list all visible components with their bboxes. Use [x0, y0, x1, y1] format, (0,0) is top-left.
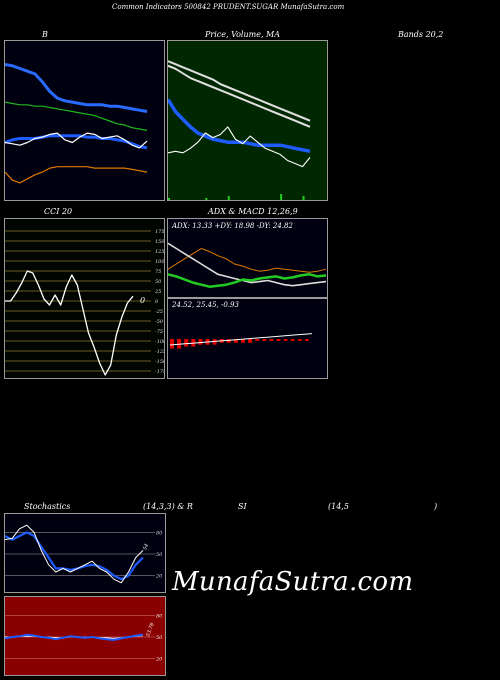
- ma-mid-line: [168, 64, 311, 128]
- macd-bar: [290, 339, 295, 341]
- bollinger-chart: [5, 63, 148, 184]
- ma-mid-inner: [168, 67, 311, 129]
- bollinger-label: B: [42, 30, 48, 39]
- volume-bar: [302, 196, 305, 200]
- bb-outer-line: [5, 101, 148, 131]
- macd-bar: [276, 339, 281, 341]
- cci-tick-label: -75: [155, 329, 163, 335]
- cci-panel: 175 150 125 100 75 50 25 0 -25 -50 -75 -100 -125 -150…: [4, 218, 165, 379]
- rsi-tick-label: 80: [156, 613, 163, 619]
- macd-bar: [304, 339, 309, 341]
- cci-tick-label: -25: [155, 309, 163, 315]
- volume-bar: [205, 198, 208, 200]
- volume-bar: [280, 194, 283, 200]
- bollinger-params-label: Bands 20,2: [398, 30, 444, 39]
- cci-tick-label: 150: [155, 239, 165, 245]
- macd-bar: [255, 339, 260, 341]
- watermark: MunafaSutra.com: [172, 567, 414, 597]
- rsi-current-label: 53.78: [145, 622, 156, 638]
- cci-chart: 175 150 125 100 75 50 25 0 -25 -50 -75 -100 -125 -150…: [5, 229, 165, 376]
- macd-bar: [283, 339, 288, 341]
- cci-tick-label: -150: [155, 359, 165, 365]
- price-ma-chart: [168, 60, 311, 200]
- stochastics-panel: 80 50 20 54: [4, 513, 166, 593]
- adx-positive-line: [168, 273, 327, 288]
- cci-tick-label: 175: [155, 229, 165, 235]
- price-ma-panel: [167, 40, 328, 201]
- stochastics-chart: 80 50 20 54: [5, 524, 163, 584]
- cci-tick-label: 75: [155, 269, 161, 275]
- adx-macd-label: ADX & MACD 12,26,9: [208, 207, 298, 216]
- adx-panel: ADX: 13.33 +DY: 18.98 -DY: 24.82: [167, 218, 328, 298]
- ma-long-inner: [168, 62, 311, 123]
- macd-bar: [198, 339, 203, 345]
- adx-line: [168, 242, 327, 287]
- stoch-label-e: ): [434, 502, 438, 511]
- price-line: [168, 126, 311, 168]
- ma-short-line: [168, 98, 311, 154]
- bb-lower-line: [5, 166, 148, 184]
- cci-tick-label: -175: [155, 369, 165, 375]
- adx-values: ADX: 13.33 +DY: 18.98 -DY: 24.82: [172, 222, 293, 230]
- stoch-label-b: (14,3,3) & R: [143, 502, 193, 511]
- bb-price-line: [5, 132, 148, 149]
- macd-bar: [170, 339, 174, 349]
- macd-bar: [269, 339, 274, 341]
- rsi-chart: 80 50 20 53.78: [5, 613, 163, 663]
- macd-line: [169, 333, 313, 346]
- stoch-k-line: [5, 524, 144, 584]
- cci-tick-label: 0: [155, 299, 159, 305]
- cci-tick-label: 100: [155, 259, 165, 265]
- macd-chart: [169, 333, 313, 349]
- rsi-line: [5, 633, 144, 641]
- macd-bar: [241, 339, 245, 343]
- cci-label: CCI 20: [44, 207, 73, 216]
- adx-negative-line: [168, 248, 327, 273]
- bollinger-panel: [4, 40, 165, 201]
- stoch-current-label: 54: [142, 543, 150, 551]
- rsi-panel: 80 50 20 53.78: [4, 596, 166, 676]
- cci-tick-label: 125: [155, 249, 165, 255]
- stoch-label-d: (14,5: [328, 502, 349, 511]
- cci-current-label: 0: [140, 296, 145, 305]
- macd-values: 24.52, 25.45, -0.93: [172, 301, 239, 309]
- adx-chart: [168, 242, 327, 288]
- stoch-label-c: SI: [238, 502, 247, 511]
- macd-bar: [233, 339, 238, 343]
- stoch-label-a: Stochastics: [24, 502, 71, 511]
- rsi-tick-label: 20: [155, 657, 163, 663]
- volume-bar: [227, 196, 230, 200]
- bb-upper-line: [5, 63, 148, 113]
- cci-tick-label: -100: [155, 339, 165, 345]
- cci-tick-label: 50: [155, 279, 162, 285]
- macd-bar: [248, 339, 253, 343]
- ma-long-line: [168, 60, 311, 122]
- stoch-tick-label: 50: [156, 552, 163, 558]
- macd-panel: 24.52, 25.45, -0.93: [167, 298, 328, 379]
- bb-middle-line: [5, 134, 148, 150]
- cci-tick-label: 25: [154, 289, 161, 295]
- macd-bar: [226, 339, 231, 343]
- macd-bar: [184, 339, 189, 347]
- macd-bar: [297, 339, 302, 341]
- rsi-tick-label: 50: [156, 635, 163, 641]
- stoch-d-line: [5, 531, 144, 581]
- stoch-tick-label: 20: [155, 574, 163, 580]
- macd-bar: [177, 339, 182, 349]
- header-title: Common Indicators 500842 PRUDENT.SUGAR M…: [112, 3, 345, 11]
- cci-tick-label: -125: [155, 349, 165, 355]
- price-ma-label: Price, Volume, MA: [205, 30, 281, 39]
- cci-line: [5, 270, 134, 376]
- macd-bar: [262, 339, 267, 341]
- volume-bar: [168, 198, 170, 200]
- cci-tick-label: -50: [155, 319, 164, 325]
- stoch-tick-label: 80: [156, 530, 163, 536]
